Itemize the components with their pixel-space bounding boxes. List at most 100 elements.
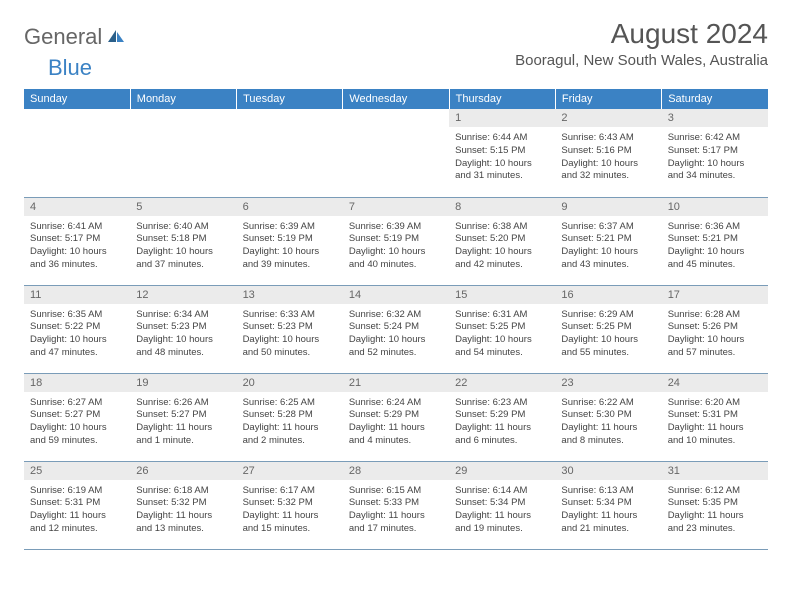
logo-text-blue: Blue [48,55,92,80]
day-details: Sunrise: 6:14 AMSunset: 5:34 PMDaylight:… [449,480,555,540]
day-details: Sunrise: 6:12 AMSunset: 5:35 PMDaylight:… [662,480,768,540]
day-number: 4 [24,198,130,216]
calendar-empty-cell [237,109,343,197]
day-number: 11 [24,286,130,304]
calendar-day-cell: 20Sunrise: 6:25 AMSunset: 5:28 PMDayligh… [237,373,343,461]
calendar-row: 1Sunrise: 6:44 AMSunset: 5:15 PMDaylight… [24,109,768,197]
day-details: Sunrise: 6:15 AMSunset: 5:33 PMDaylight:… [343,480,449,540]
calendar-day-cell: 3Sunrise: 6:42 AMSunset: 5:17 PMDaylight… [662,109,768,197]
calendar-day-cell: 31Sunrise: 6:12 AMSunset: 5:35 PMDayligh… [662,461,768,549]
calendar-day-cell: 15Sunrise: 6:31 AMSunset: 5:25 PMDayligh… [449,285,555,373]
logo-text-general: General [24,24,102,50]
day-number: 6 [237,198,343,216]
day-details: Sunrise: 6:24 AMSunset: 5:29 PMDaylight:… [343,392,449,452]
calendar-day-cell: 26Sunrise: 6:18 AMSunset: 5:32 PMDayligh… [130,461,236,549]
calendar-day-cell: 25Sunrise: 6:19 AMSunset: 5:31 PMDayligh… [24,461,130,549]
day-number: 19 [130,374,236,392]
day-number: 22 [449,374,555,392]
day-number: 29 [449,462,555,480]
calendar-day-cell: 23Sunrise: 6:22 AMSunset: 5:30 PMDayligh… [555,373,661,461]
day-details: Sunrise: 6:29 AMSunset: 5:25 PMDaylight:… [555,304,661,364]
calendar-day-cell: 2Sunrise: 6:43 AMSunset: 5:16 PMDaylight… [555,109,661,197]
day-number: 21 [343,374,449,392]
day-details: Sunrise: 6:13 AMSunset: 5:34 PMDaylight:… [555,480,661,540]
calendar-day-cell: 12Sunrise: 6:34 AMSunset: 5:23 PMDayligh… [130,285,236,373]
day-number: 23 [555,374,661,392]
day-details: Sunrise: 6:31 AMSunset: 5:25 PMDaylight:… [449,304,555,364]
calendar-table: SundayMondayTuesdayWednesdayThursdayFrid… [24,89,768,550]
day-details: Sunrise: 6:40 AMSunset: 5:18 PMDaylight:… [130,216,236,276]
day-number: 2 [555,109,661,127]
month-title: August 2024 [515,18,768,50]
day-number: 14 [343,286,449,304]
calendar-empty-cell [343,109,449,197]
calendar-day-cell: 27Sunrise: 6:17 AMSunset: 5:32 PMDayligh… [237,461,343,549]
day-number: 20 [237,374,343,392]
day-number: 5 [130,198,236,216]
day-details: Sunrise: 6:41 AMSunset: 5:17 PMDaylight:… [24,216,130,276]
weekday-header: Tuesday [237,89,343,109]
calendar-day-cell: 9Sunrise: 6:37 AMSunset: 5:21 PMDaylight… [555,197,661,285]
weekday-header: Thursday [449,89,555,109]
calendar-day-cell: 28Sunrise: 6:15 AMSunset: 5:33 PMDayligh… [343,461,449,549]
day-details: Sunrise: 6:25 AMSunset: 5:28 PMDaylight:… [237,392,343,452]
day-number: 15 [449,286,555,304]
day-details: Sunrise: 6:26 AMSunset: 5:27 PMDaylight:… [130,392,236,452]
day-details: Sunrise: 6:17 AMSunset: 5:32 PMDaylight:… [237,480,343,540]
calendar-day-cell: 10Sunrise: 6:36 AMSunset: 5:21 PMDayligh… [662,197,768,285]
day-details: Sunrise: 6:36 AMSunset: 5:21 PMDaylight:… [662,216,768,276]
day-details: Sunrise: 6:42 AMSunset: 5:17 PMDaylight:… [662,127,768,187]
day-number: 31 [662,462,768,480]
calendar-day-cell: 19Sunrise: 6:26 AMSunset: 5:27 PMDayligh… [130,373,236,461]
weekday-header: Friday [555,89,661,109]
calendar-day-cell: 4Sunrise: 6:41 AMSunset: 5:17 PMDaylight… [24,197,130,285]
day-details: Sunrise: 6:37 AMSunset: 5:21 PMDaylight:… [555,216,661,276]
day-details: Sunrise: 6:20 AMSunset: 5:31 PMDaylight:… [662,392,768,452]
calendar-day-cell: 13Sunrise: 6:33 AMSunset: 5:23 PMDayligh… [237,285,343,373]
day-number: 18 [24,374,130,392]
day-number: 8 [449,198,555,216]
calendar-day-cell: 24Sunrise: 6:20 AMSunset: 5:31 PMDayligh… [662,373,768,461]
day-details: Sunrise: 6:32 AMSunset: 5:24 PMDaylight:… [343,304,449,364]
weekday-header: Saturday [662,89,768,109]
calendar-body: 1Sunrise: 6:44 AMSunset: 5:15 PMDaylight… [24,109,768,549]
calendar-day-cell: 6Sunrise: 6:39 AMSunset: 5:19 PMDaylight… [237,197,343,285]
day-details: Sunrise: 6:22 AMSunset: 5:30 PMDaylight:… [555,392,661,452]
calendar-row: 25Sunrise: 6:19 AMSunset: 5:31 PMDayligh… [24,461,768,549]
day-details: Sunrise: 6:35 AMSunset: 5:22 PMDaylight:… [24,304,130,364]
day-details: Sunrise: 6:27 AMSunset: 5:27 PMDaylight:… [24,392,130,452]
day-details: Sunrise: 6:18 AMSunset: 5:32 PMDaylight:… [130,480,236,540]
day-number: 30 [555,462,661,480]
calendar-day-cell: 7Sunrise: 6:39 AMSunset: 5:19 PMDaylight… [343,197,449,285]
day-details: Sunrise: 6:19 AMSunset: 5:31 PMDaylight:… [24,480,130,540]
day-details: Sunrise: 6:33 AMSunset: 5:23 PMDaylight:… [237,304,343,364]
day-number: 16 [555,286,661,304]
day-details: Sunrise: 6:23 AMSunset: 5:29 PMDaylight:… [449,392,555,452]
calendar-empty-cell [24,109,130,197]
day-number: 3 [662,109,768,127]
day-details: Sunrise: 6:38 AMSunset: 5:20 PMDaylight:… [449,216,555,276]
day-details: Sunrise: 6:44 AMSunset: 5:15 PMDaylight:… [449,127,555,187]
calendar-day-cell: 29Sunrise: 6:14 AMSunset: 5:34 PMDayligh… [449,461,555,549]
calendar-day-cell: 16Sunrise: 6:29 AMSunset: 5:25 PMDayligh… [555,285,661,373]
weekday-header-row: SundayMondayTuesdayWednesdayThursdayFrid… [24,89,768,109]
calendar-empty-cell [130,109,236,197]
day-number: 10 [662,198,768,216]
weekday-header: Sunday [24,89,130,109]
calendar-row: 11Sunrise: 6:35 AMSunset: 5:22 PMDayligh… [24,285,768,373]
calendar-row: 18Sunrise: 6:27 AMSunset: 5:27 PMDayligh… [24,373,768,461]
day-number: 9 [555,198,661,216]
calendar-day-cell: 21Sunrise: 6:24 AMSunset: 5:29 PMDayligh… [343,373,449,461]
calendar-day-cell: 5Sunrise: 6:40 AMSunset: 5:18 PMDaylight… [130,197,236,285]
day-number: 1 [449,109,555,127]
day-number: 24 [662,374,768,392]
calendar-day-cell: 22Sunrise: 6:23 AMSunset: 5:29 PMDayligh… [449,373,555,461]
calendar-day-cell: 1Sunrise: 6:44 AMSunset: 5:15 PMDaylight… [449,109,555,197]
calendar-row: 4Sunrise: 6:41 AMSunset: 5:17 PMDaylight… [24,197,768,285]
weekday-header: Wednesday [343,89,449,109]
day-number: 28 [343,462,449,480]
calendar-day-cell: 8Sunrise: 6:38 AMSunset: 5:20 PMDaylight… [449,197,555,285]
day-number: 26 [130,462,236,480]
logo: General [24,18,128,50]
day-details: Sunrise: 6:28 AMSunset: 5:26 PMDaylight:… [662,304,768,364]
